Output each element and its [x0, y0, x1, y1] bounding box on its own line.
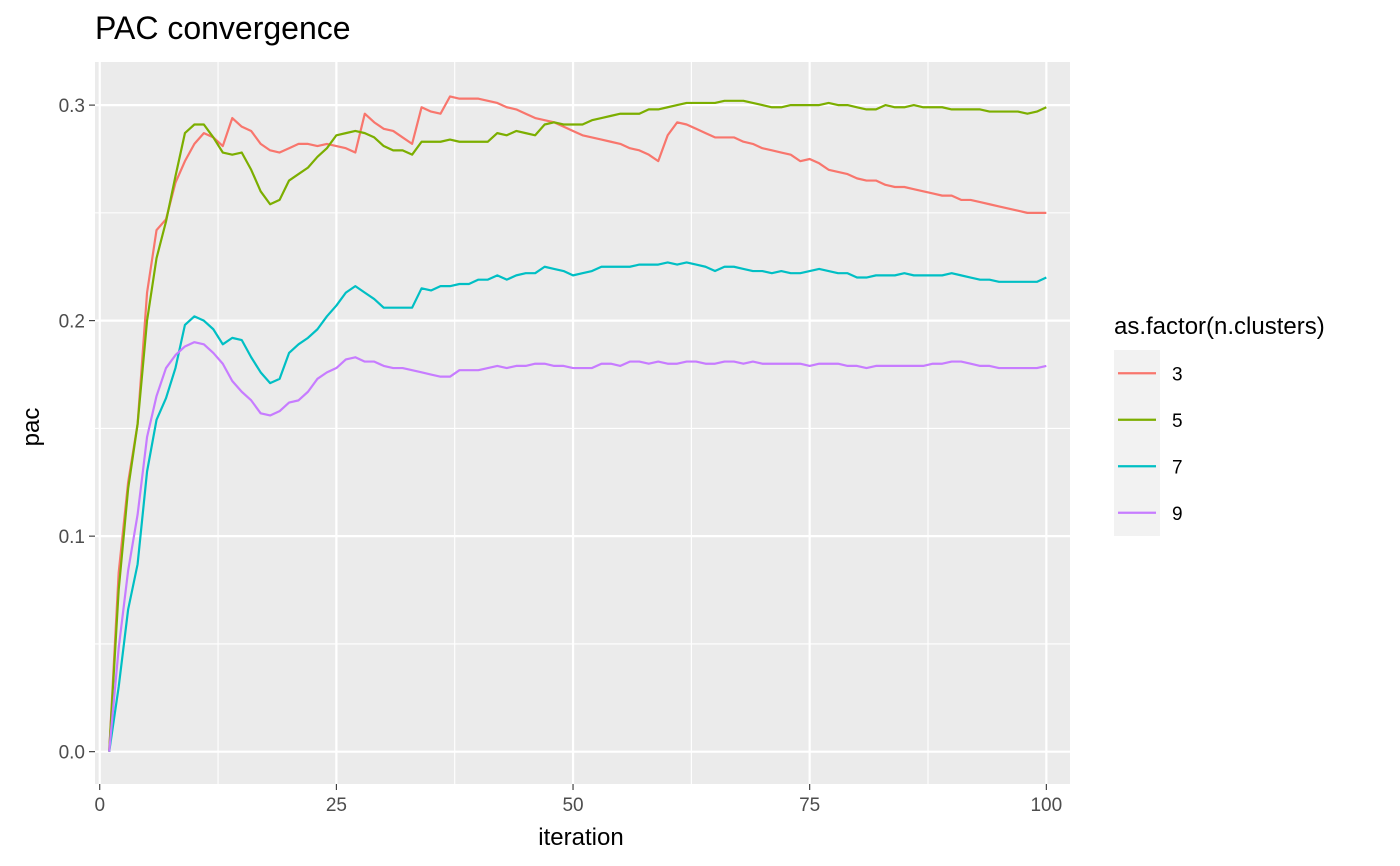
chart-title: PAC convergence	[95, 10, 351, 46]
series-line-3	[108, 95, 1047, 752]
y-axis-title: pac	[18, 408, 45, 447]
y-tick-label: 0.1	[59, 527, 85, 548]
x-axis: 0 25 50 75 100	[94, 784, 1062, 816]
y-tick-label: 0.3	[59, 96, 85, 117]
minor-gridlines	[95, 62, 1070, 784]
plot-panel	[95, 62, 1070, 784]
x-tick-label: 100	[1030, 795, 1062, 816]
legend-label-9: 9	[1172, 504, 1183, 525]
legend-title: as.factor(n.clusters)	[1114, 313, 1325, 340]
x-axis-title: iteration	[538, 824, 623, 851]
legend-items: 3 5 7 9	[1118, 364, 1183, 525]
x-tick-label: 25	[326, 795, 347, 816]
x-tick-label: 0	[94, 795, 105, 816]
series-line-5	[108, 99, 1047, 752]
series-line-9	[108, 341, 1047, 752]
x-tick-label: 75	[799, 795, 820, 816]
major-gridlines	[95, 62, 1070, 784]
legend-label-7: 7	[1172, 457, 1183, 478]
legend-label-5: 5	[1172, 411, 1183, 432]
series-line-7	[108, 261, 1047, 752]
legend-key-background	[1114, 350, 1160, 536]
x-tick-label: 50	[562, 795, 583, 816]
legend: as.factor(n.clusters) 3 5 7 9	[1114, 313, 1325, 536]
series-layer	[108, 95, 1047, 752]
legend-label-3: 3	[1172, 364, 1183, 385]
y-tick-label: 0.0	[59, 743, 85, 764]
y-axis: 0.0 0.1 0.2 0.3	[59, 96, 95, 764]
y-tick-label: 0.2	[59, 312, 85, 333]
